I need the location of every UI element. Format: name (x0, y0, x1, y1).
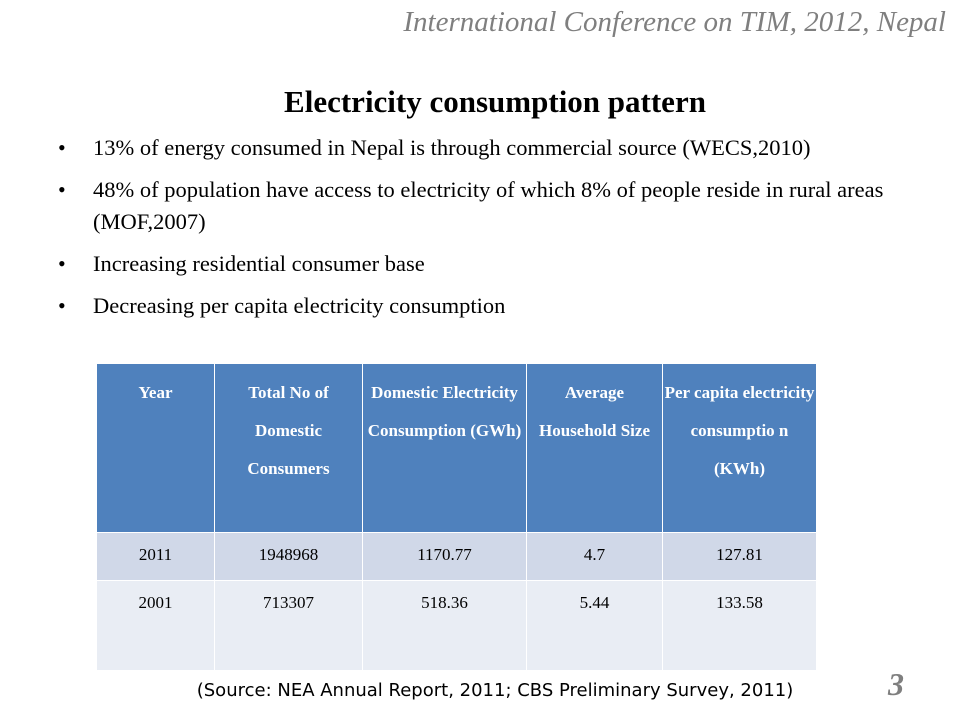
bullet-item: • 13% of energy consumed in Nepal is thr… (58, 132, 903, 164)
bullet-icon: • (58, 135, 66, 160)
bullet-icon: • (58, 177, 66, 202)
source-note: (Source: NEA Annual Report, 2011; CBS Pr… (196, 680, 794, 701)
cell-year: 2001 (96, 579, 215, 670)
header-household-size: Average Household Size (526, 364, 663, 532)
table-header-row: Year Total No of Domestic Consumers Dome… (96, 364, 817, 532)
table-row: 2011 1948968 1170.77 4.7 127.81 (96, 531, 817, 580)
bullet-item: • 48% of population have access to elect… (58, 174, 903, 238)
conference-header: International Conference on TIM, 2012, N… (403, 6, 946, 38)
cell-year: 2011 (96, 531, 215, 580)
cell-domestic-consumption: 1170.77 (362, 531, 527, 580)
bullet-text: Increasing residential consumer base (93, 251, 425, 276)
cell-domestic-consumption: 518.36 (362, 579, 527, 670)
bullet-list: • 13% of energy consumed in Nepal is thr… (58, 132, 903, 332)
bullet-item: • Decreasing per capita electricity cons… (58, 290, 903, 322)
slide-number: 3 (888, 666, 904, 702)
cell-total-consumers: 713307 (214, 579, 363, 670)
cell-total-consumers: 1948968 (214, 531, 363, 580)
bullet-text: 48% of population have access to electri… (93, 177, 884, 234)
slide-title: Electricity consumption pattern (284, 84, 706, 119)
header-year: Year (96, 364, 215, 532)
header-domestic-consumption: Domestic Electricity Consumption (GWh) (362, 364, 527, 532)
bullet-item: • Increasing residential consumer base (58, 248, 903, 280)
bullet-icon: • (58, 251, 66, 276)
cell-per-capita: 127.81 (662, 531, 817, 580)
header-total-consumers: Total No of Domestic Consumers (214, 364, 363, 532)
table-row: 2001 713307 518.36 5.44 133.58 (96, 579, 817, 670)
header-per-capita: Per capita electricity consumptio n (KWh… (662, 364, 817, 532)
cell-household-size: 4.7 (526, 531, 663, 580)
consumption-table: Year Total No of Domestic Consumers Dome… (96, 364, 817, 670)
cell-per-capita: 133.58 (662, 579, 817, 670)
bullet-text: 13% of energy consumed in Nepal is throu… (93, 135, 811, 160)
bullet-icon: • (58, 293, 66, 318)
bullet-text: Decreasing per capita electricity consum… (93, 293, 506, 318)
cell-household-size: 5.44 (526, 579, 663, 670)
